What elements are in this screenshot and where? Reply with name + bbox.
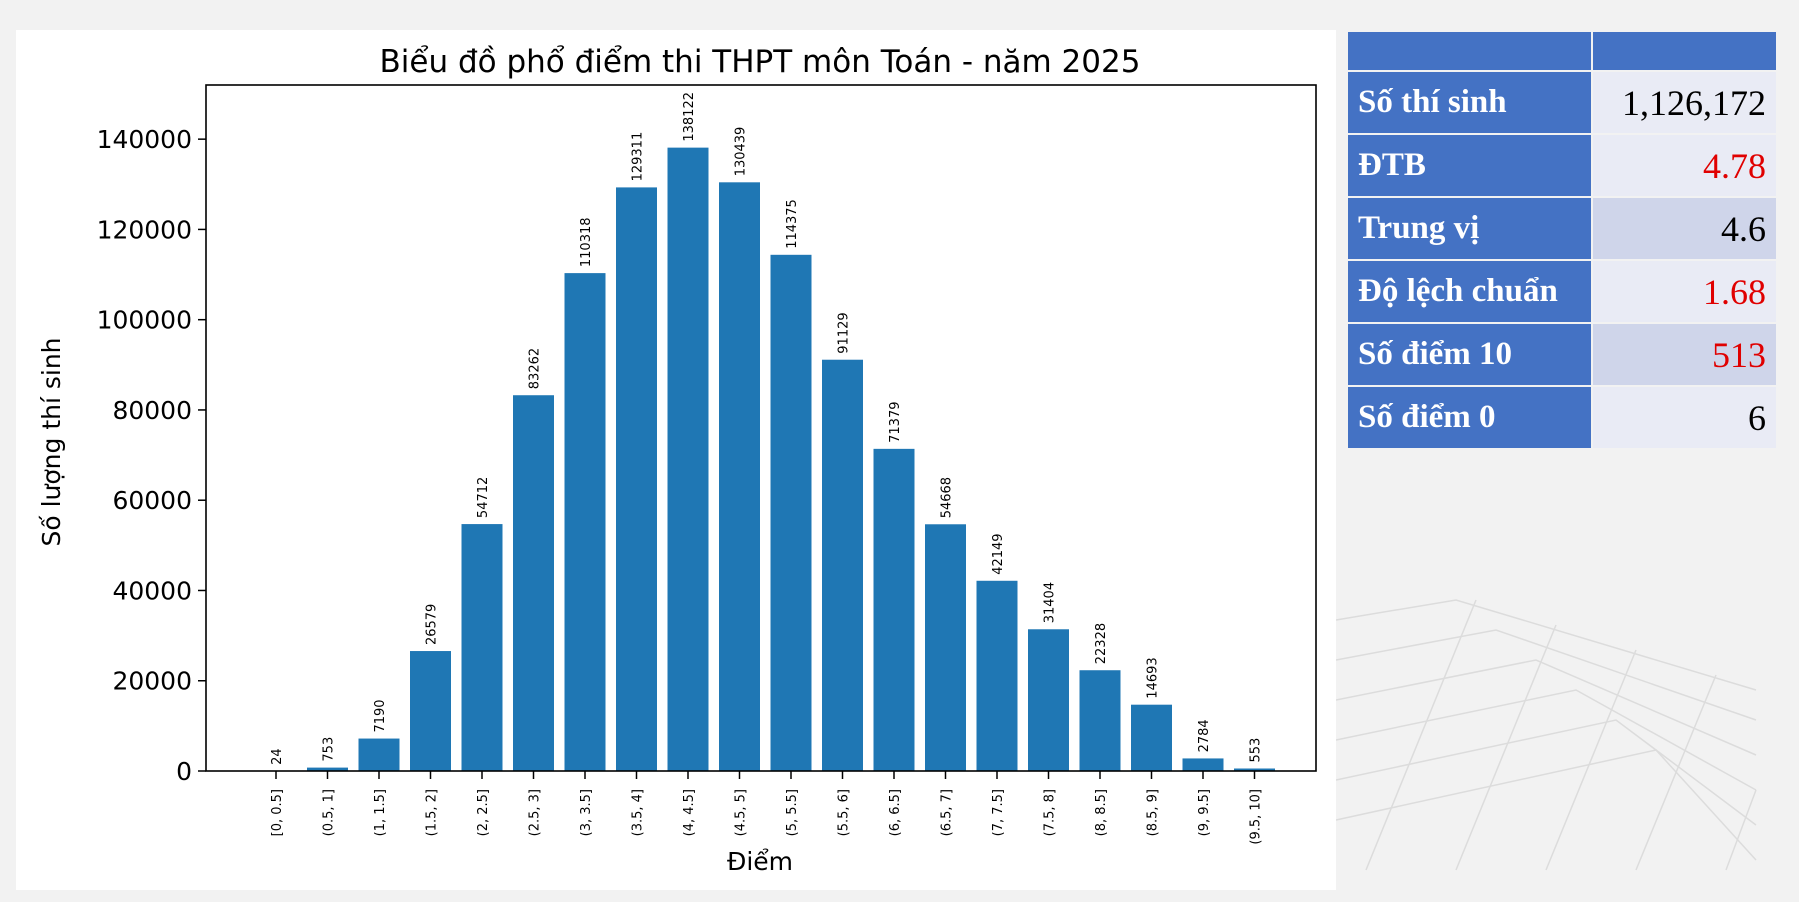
stats-row: Số điểm 0 6 xyxy=(1348,387,1776,448)
bar-value-label: 54668 xyxy=(940,477,955,518)
stats-label: Số thí sinh xyxy=(1348,72,1592,133)
x-tick-label: (2, 2.5] xyxy=(476,789,491,836)
bar xyxy=(719,182,760,771)
score-distribution-chart: Biểu đồ phổ điểm thi THPT môn Toán - năm… xyxy=(37,44,1317,876)
bar-value-label: 14693 xyxy=(1146,657,1161,698)
bar-value-label: 138122 xyxy=(682,92,697,142)
y-tick-label: 80000 xyxy=(112,396,192,425)
x-tick-label: (8, 8.5] xyxy=(1094,789,1109,836)
bar-value-label: 42149 xyxy=(991,533,1006,574)
bar-value-label: 553 xyxy=(1249,738,1264,763)
x-tick-label: (1, 1.5] xyxy=(373,789,388,836)
stats-value: 513 xyxy=(1593,324,1776,385)
y-tick-label: 0 xyxy=(176,757,192,786)
x-axis-ticks: [0, 0.5] (0.5, 1] (1, 1.5] (1.5, 2] (2, 2.5]… xyxy=(270,771,1264,845)
stats-row: Trung vị 4.6 xyxy=(1348,198,1776,259)
stats-row: ĐTB 4.78 xyxy=(1348,135,1776,196)
bar-value-label: 83262 xyxy=(528,348,543,389)
stats-header-cell xyxy=(1593,32,1776,70)
bar-value-label: 2784 xyxy=(1197,719,1212,752)
stats-row: Số thí sinh 1,126,172 xyxy=(1348,72,1776,133)
y-axis-label: Số lượng thí sinh xyxy=(37,337,66,546)
x-tick-label: [0, 0.5] xyxy=(270,789,285,836)
y-tick-label: 20000 xyxy=(112,667,192,696)
bar xyxy=(873,448,915,771)
bar-value-label: 26579 xyxy=(425,604,440,645)
bar-value-label: 7190 xyxy=(373,699,388,732)
y-tick-label: 140000 xyxy=(97,125,192,154)
stats-value: 1,126,172 xyxy=(1593,72,1776,133)
x-tick-label: (6.5, 7] xyxy=(940,789,955,836)
bar xyxy=(770,254,812,772)
bar-value-label: 71379 xyxy=(888,401,903,442)
x-tick-label: (8.5, 9] xyxy=(1146,789,1161,836)
stats-value: 4.78 xyxy=(1593,135,1776,196)
x-tick-label: (3, 3.5] xyxy=(579,789,594,836)
bar-value-label: 130439 xyxy=(734,127,749,177)
chart-title: Biểu đồ phổ điểm thi THPT môn Toán - năm… xyxy=(380,44,1141,80)
y-tick-label: 60000 xyxy=(112,486,192,515)
bar-value-label: 110318 xyxy=(579,217,594,267)
bar xyxy=(1131,704,1172,771)
stats-label: Độ lệch chuẩn xyxy=(1348,261,1592,322)
bar xyxy=(461,524,503,771)
stats-label: ĐTB xyxy=(1348,135,1592,196)
x-tick-label: (7.5, 8] xyxy=(1043,789,1058,836)
y-tick-label: 120000 xyxy=(97,215,192,244)
chart-card: Biểu đồ phổ điểm thi THPT môn Toán - năm… xyxy=(16,30,1336,890)
bar xyxy=(667,147,709,771)
bar xyxy=(616,187,657,771)
x-tick-label: (4, 4.5] xyxy=(682,789,697,836)
bar xyxy=(1182,758,1224,771)
stats-table: Số thí sinh 1,126,172 ĐTB 4.78 Trung vị … xyxy=(1346,30,1778,450)
x-tick-label: (9, 9.5] xyxy=(1197,789,1212,836)
y-tick-label: 40000 xyxy=(112,576,192,605)
bar-value-label: 22328 xyxy=(1094,623,1109,664)
bar-value-label: 91129 xyxy=(837,312,852,353)
bar xyxy=(822,359,863,771)
stats-label: Số điểm 10 xyxy=(1348,324,1592,385)
bar xyxy=(925,524,966,771)
stats-row: Số điểm 10 513 xyxy=(1348,324,1776,385)
bar xyxy=(976,580,1018,771)
bar-value-label: 114375 xyxy=(785,199,800,249)
y-tick-label: 100000 xyxy=(97,306,192,335)
bar-series: 24 753 7190 26579 54712 83262 110318 129311 1381… xyxy=(255,92,1275,772)
bar-value-label: 54712 xyxy=(476,477,491,518)
bar xyxy=(358,738,400,771)
x-tick-label: (4.5, 5] xyxy=(734,789,749,836)
x-axis-label: Điểm xyxy=(727,847,793,876)
bar xyxy=(1079,670,1121,771)
stats-row: Độ lệch chuẩn 1.68 xyxy=(1348,261,1776,322)
bar-value-label: 753 xyxy=(322,737,337,762)
background-grid-decoration xyxy=(1336,599,1757,871)
stats-header-row xyxy=(1348,32,1776,70)
x-tick-label: (0.5, 1] xyxy=(322,789,337,836)
stats-value: 4.6 xyxy=(1593,198,1776,259)
bar xyxy=(513,395,554,771)
bar xyxy=(1028,629,1069,771)
stats-header-cell xyxy=(1348,32,1592,70)
stats-label: Số điểm 0 xyxy=(1348,387,1592,448)
x-tick-label: (1.5, 2] xyxy=(425,789,440,836)
x-tick-label: (6, 6.5] xyxy=(888,789,903,836)
bar-value-label: 129311 xyxy=(631,132,646,182)
stats-label: Trung vị xyxy=(1348,198,1592,259)
stats-value: 6 xyxy=(1593,387,1776,448)
plot-frame xyxy=(205,84,1317,772)
x-tick-label: (9.5, 10] xyxy=(1249,789,1264,845)
x-tick-label: (3.5, 4] xyxy=(631,789,646,836)
bar xyxy=(307,767,348,771)
bar xyxy=(410,651,451,771)
x-tick-label: (5.5, 6] xyxy=(837,789,852,836)
bar-value-label: 24 xyxy=(270,748,285,765)
bar xyxy=(564,273,606,771)
x-tick-label: (5, 5.5] xyxy=(785,789,800,836)
y-axis-ticks: 0 20000 40000 60000 80000 100000 120000 140000 xyxy=(97,125,206,786)
x-tick-label: (7, 7.5] xyxy=(991,789,1006,836)
bar xyxy=(1234,768,1275,771)
stats-value: 1.68 xyxy=(1593,261,1776,322)
x-tick-label: (2.5, 3] xyxy=(528,789,543,836)
bar-value-label: 31404 xyxy=(1043,582,1058,623)
